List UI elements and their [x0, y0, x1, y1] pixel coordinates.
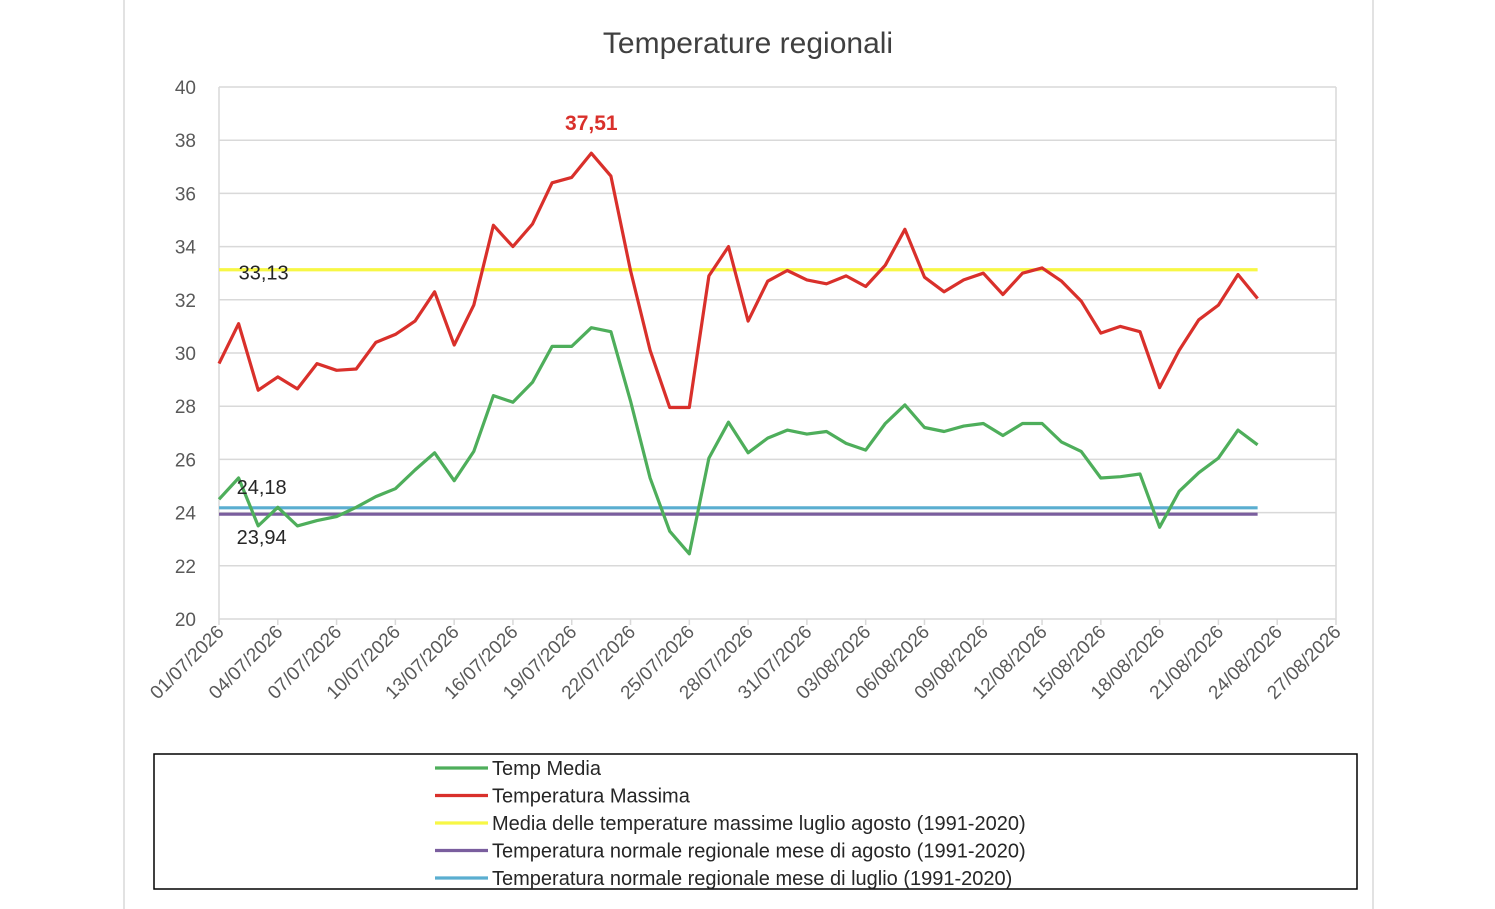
data-label-1: 33,13 — [239, 263, 289, 285]
series-line-0 — [217, 326, 1259, 556]
x-axis-ticks: 01/07/202604/07/202607/07/202610/07/2026… — [146, 619, 1346, 704]
y-tick-label: 26 — [175, 450, 196, 471]
y-tick-label: 34 — [175, 238, 197, 259]
y-tick-label: 32 — [175, 291, 196, 312]
legend-label-1: Temperatura Massima — [492, 786, 691, 808]
legend-label-2: Media delle temperature massime luglio a… — [492, 813, 1026, 835]
legend-box — [153, 753, 1358, 890]
grid — [218, 86, 1337, 620]
y-axis-ticks: 20 22 24 26 28 30 32 34 36 38 40 — [175, 78, 197, 631]
data-label-3: 23,94 — [237, 527, 287, 549]
chart-title: Temperature regionali — [603, 27, 893, 60]
y-tick-label: 20 — [175, 610, 196, 631]
legend-label-3: Temperatura normale regionale mese di ag… — [492, 841, 1026, 863]
data-label-0: 37,51 — [565, 112, 618, 135]
series — [217, 151, 1259, 556]
y-tick-label: 28 — [175, 397, 196, 418]
y-tick-label: 38 — [175, 131, 196, 152]
y-tick-label: 22 — [175, 557, 196, 578]
legend-label-0: Temp Media — [492, 758, 602, 780]
annotations: 37,51 33,13 24,18 23,94 — [237, 112, 618, 549]
y-tick-label: 30 — [175, 344, 196, 365]
series-line-1 — [217, 151, 1259, 410]
legend-label-4: Temperatura normale regionale mese di lu… — [492, 868, 1012, 890]
y-tick-label: 24 — [175, 504, 197, 525]
y-tick-label: 36 — [175, 184, 196, 205]
data-label-2: 24,18 — [237, 477, 287, 499]
y-tick-label: 40 — [175, 78, 196, 99]
legend: Temp Media Temperatura Massima Media delle… — [435, 758, 1026, 890]
